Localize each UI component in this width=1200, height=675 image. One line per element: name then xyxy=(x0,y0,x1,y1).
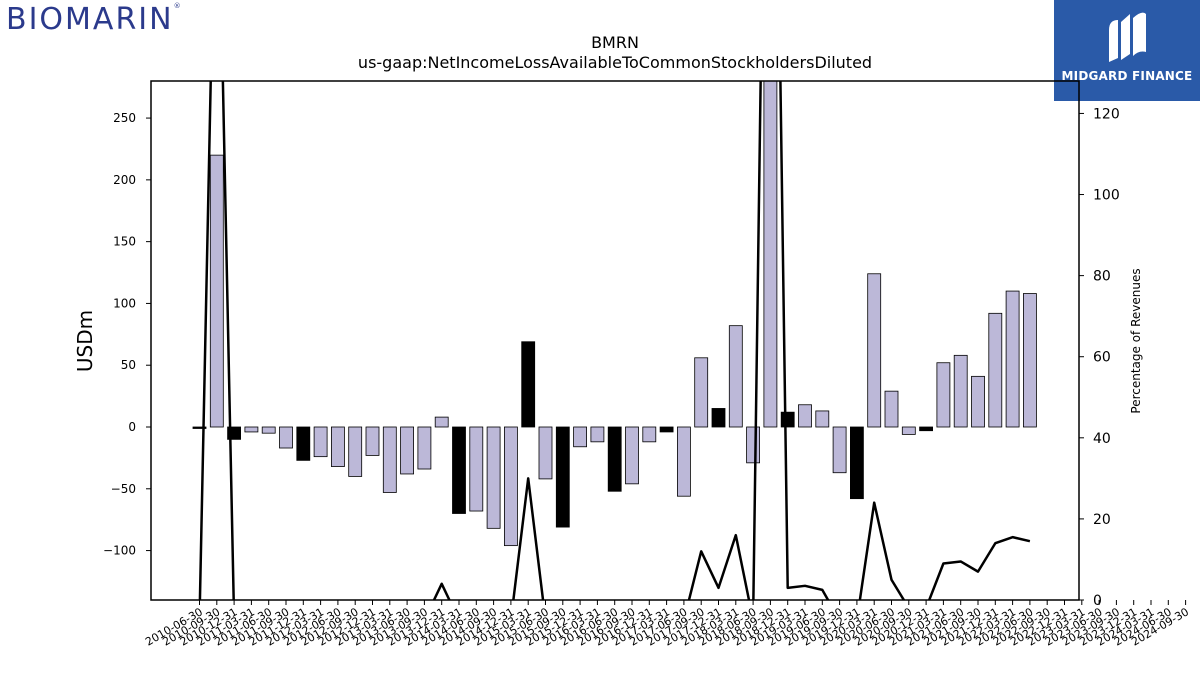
percentage-line xyxy=(198,81,1031,600)
y-tick-label-left: −100 xyxy=(103,544,136,558)
y-axis-right: 0 20 40 60 80 100 120 xyxy=(1079,106,1120,609)
bar xyxy=(209,154,224,428)
x-axis: 2010-06-302010-09-302010-12-312011-03-31… xyxy=(143,600,1191,649)
bar xyxy=(1005,290,1020,428)
bar xyxy=(884,390,899,428)
y-tick-label-right: 80 xyxy=(1093,269,1111,285)
bar xyxy=(590,426,605,443)
bar xyxy=(261,426,276,434)
bar xyxy=(521,341,536,428)
y-tick-label-left: 50 xyxy=(121,358,136,372)
bar xyxy=(555,426,570,528)
line-group xyxy=(198,81,1031,600)
bar xyxy=(815,410,830,428)
bar xyxy=(417,426,432,470)
bar xyxy=(798,404,812,428)
bar xyxy=(867,273,882,428)
bar xyxy=(711,408,726,428)
y-tick-label-left: 200 xyxy=(113,173,136,187)
bar xyxy=(538,426,553,480)
bar xyxy=(313,426,328,458)
bar xyxy=(728,325,743,428)
plot-frame xyxy=(150,80,1080,601)
bar xyxy=(365,426,380,456)
chart-title: BMRN xyxy=(591,33,639,52)
bar xyxy=(400,426,415,475)
biomarin-logo: BIOMARIN® xyxy=(6,2,181,38)
bar xyxy=(659,426,674,433)
midgard-finance-text: MIDGARD FINANCE xyxy=(1061,69,1193,83)
y-tick-label-left: 0 xyxy=(128,420,136,434)
y-tick-label-left: 100 xyxy=(113,296,136,310)
bar xyxy=(452,426,466,514)
chart-subtitle: us-gaap:NetIncomeLossAvailableToCommonSt… xyxy=(358,53,872,72)
bar xyxy=(279,426,293,449)
y-tick-label-right: 20 xyxy=(1093,512,1111,528)
bars-group xyxy=(192,81,1037,547)
bar xyxy=(330,426,345,467)
bar xyxy=(573,426,587,448)
bar xyxy=(694,357,709,428)
y-tick-label-left: −50 xyxy=(111,482,136,496)
bar xyxy=(780,411,795,428)
bar xyxy=(971,375,985,428)
bar xyxy=(936,362,951,428)
bar xyxy=(296,426,311,461)
bar xyxy=(677,426,691,497)
y-tick-label-right: 120 xyxy=(1093,106,1120,122)
y-axis-label-left: USDm xyxy=(73,310,97,372)
biomarin-logo-registered: ® xyxy=(173,2,181,10)
y-tick-label-right: 100 xyxy=(1093,188,1120,204)
y-tick-label-left: 150 xyxy=(113,235,136,249)
bar xyxy=(469,426,484,512)
y-tick-label-right: 40 xyxy=(1093,431,1111,447)
bar xyxy=(244,426,259,433)
bar xyxy=(953,354,968,428)
bar xyxy=(1023,293,1037,428)
bar xyxy=(763,81,778,428)
bar xyxy=(988,312,1003,428)
bar xyxy=(348,426,363,477)
bar xyxy=(607,426,622,492)
bar xyxy=(919,426,933,432)
bar xyxy=(503,426,518,547)
bar xyxy=(850,426,864,500)
biomarin-logo-text: BIOMARIN xyxy=(6,2,174,37)
bar xyxy=(746,426,760,464)
bar xyxy=(625,426,639,485)
midgard-mark-icon xyxy=(1109,12,1146,62)
y-tick-label-right: 60 xyxy=(1093,350,1111,366)
bar xyxy=(901,426,916,435)
bar xyxy=(382,426,397,493)
bar xyxy=(642,426,657,443)
y-axis-label-right: Percentage of Revenues xyxy=(1129,268,1143,413)
bar xyxy=(434,416,449,428)
y-tick-label-right: 0 xyxy=(1093,593,1102,609)
y-axis-left: −100 −50 0 50 100 150 200 250 xyxy=(103,111,151,558)
bar xyxy=(832,426,847,474)
y-tick-label-left: 250 xyxy=(113,111,136,125)
bar xyxy=(486,426,501,529)
bar xyxy=(192,426,207,429)
